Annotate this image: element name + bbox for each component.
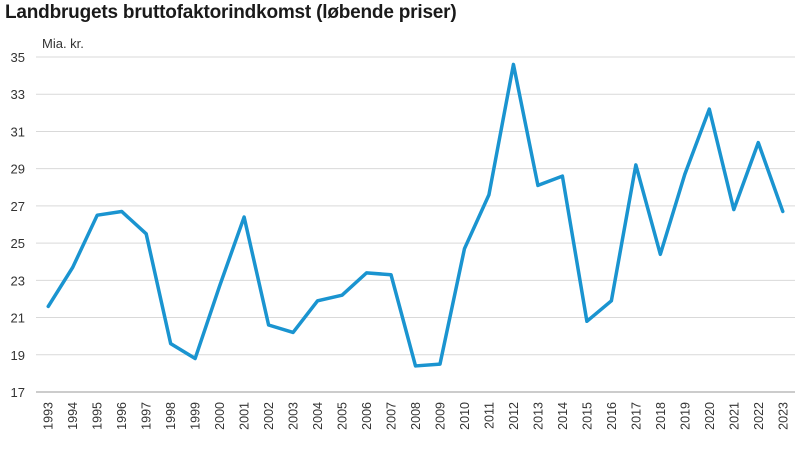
- x-tick-label: 1993: [42, 402, 56, 430]
- y-tick-label: 17: [11, 385, 25, 400]
- x-tick-label: 2003: [287, 402, 301, 430]
- data-point-2007: [389, 273, 393, 276]
- x-tick-label: 2014: [556, 402, 570, 430]
- data-point-2019: [683, 173, 687, 176]
- data-point-1993: [47, 305, 50, 308]
- x-tick-label: 2020: [703, 402, 717, 430]
- data-point-1997: [144, 232, 148, 236]
- y-tick-label: 35: [11, 50, 25, 65]
- data-point-2004: [316, 299, 319, 303]
- data-point-2014: [561, 174, 564, 178]
- x-tick-label: 1996: [115, 402, 129, 430]
- x-tick-label: 2005: [336, 402, 350, 430]
- x-tick-label: 2013: [531, 402, 545, 430]
- data-point-2020: [708, 107, 711, 111]
- x-tick-label: 2000: [213, 402, 227, 430]
- y-tick-label: 25: [11, 236, 25, 251]
- data-point-2002: [267, 323, 270, 327]
- data-point-2009: [438, 362, 442, 366]
- x-axis-ticks: 1993 1994 1995 1996 1997 1998 1999 2000 2001 2002…: [42, 402, 791, 430]
- x-tick-label: 2015: [580, 402, 594, 430]
- x-tick-label: 2002: [262, 402, 276, 430]
- data-point-2021: [732, 208, 735, 211]
- x-tick-label: 2011: [482, 402, 496, 429]
- y-tick-label: 23: [11, 273, 25, 288]
- data-point-2015: [585, 320, 589, 323]
- y-tick-label: 29: [11, 162, 25, 177]
- x-tick-label: 1999: [189, 402, 203, 430]
- data-point-2018: [659, 253, 662, 256]
- y-axis-ticks: 17 19 21 23 25 27 29 31 33 35: [11, 50, 25, 400]
- x-tick-label: 2012: [507, 402, 521, 430]
- data-point-1996: [120, 210, 123, 213]
- data-point-2012: [512, 63, 515, 66]
- data-point-2017: [634, 163, 638, 167]
- x-tick-label: 2023: [776, 402, 790, 430]
- data-point-1994: [71, 266, 74, 269]
- y-tick-label: 21: [11, 311, 25, 326]
- data-point-2003: [291, 331, 295, 334]
- data-point-2022: [757, 141, 760, 144]
- x-tick-label: 2018: [654, 402, 668, 430]
- x-tick-label: 2009: [433, 402, 447, 430]
- data-point-2010: [463, 247, 466, 250]
- data-point-2000: [218, 284, 221, 288]
- x-tick-label: 2001: [238, 402, 252, 430]
- series-group: [46, 62, 785, 368]
- x-tick-label: 2004: [311, 402, 325, 430]
- chart-title: Landbrugets bruttofaktorindkomst (løbend…: [5, 2, 457, 23]
- data-point-2008: [414, 364, 417, 368]
- x-tick-label: 2021: [727, 402, 741, 430]
- x-tick-label: 1997: [140, 402, 154, 430]
- y-tick-label: 31: [11, 124, 25, 139]
- data-point-2023: [781, 210, 784, 213]
- x-tick-label: 2008: [409, 402, 423, 430]
- y-tick-label: 19: [11, 348, 25, 363]
- x-tick-label: 2022: [752, 402, 766, 430]
- data-point-2006: [365, 271, 368, 275]
- x-tick-label: 1995: [91, 402, 105, 430]
- y-tick-label: 33: [11, 87, 25, 102]
- data-point-2001: [242, 215, 246, 219]
- y-tick-label: 27: [11, 199, 25, 214]
- x-tick-label: 1998: [164, 402, 178, 430]
- x-tick-label: 1994: [66, 402, 80, 430]
- x-tick-label: 2017: [629, 402, 643, 430]
- data-point-2011: [487, 193, 491, 196]
- y-axis-unit-label: Mia. kr.: [42, 36, 84, 51]
- data-point-2013: [536, 184, 540, 187]
- data-point-2005: [340, 294, 344, 297]
- data-point-2016: [610, 299, 613, 303]
- gridlines: [36, 56, 795, 393]
- data-point-1995: [96, 213, 99, 217]
- x-tick-label: 2007: [385, 402, 399, 430]
- x-tick-label: 2010: [458, 402, 472, 430]
- data-point-1999: [193, 357, 197, 360]
- x-tick-label: 2016: [605, 402, 619, 430]
- x-tick-label: 2019: [678, 402, 692, 430]
- data-point-1998: [169, 342, 172, 345]
- series-line-0: [46, 62, 785, 368]
- x-tick-label: 2006: [360, 402, 374, 430]
